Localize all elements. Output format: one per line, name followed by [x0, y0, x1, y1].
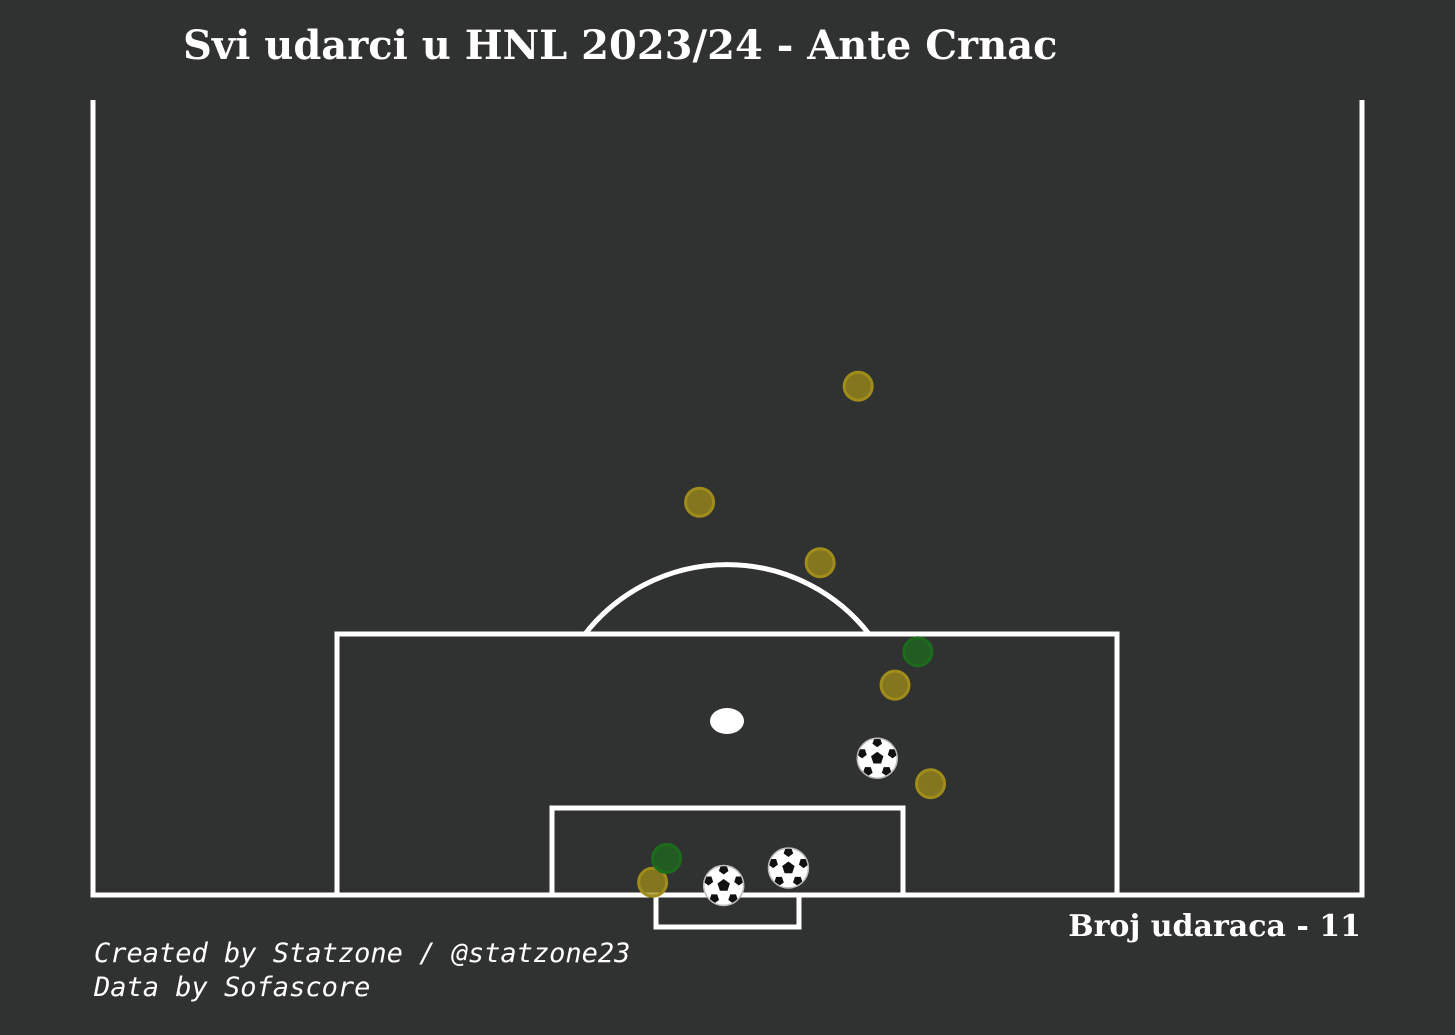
chart-title: Svi udarci u HNL 2023/24 - Ante Crnac — [183, 22, 1058, 69]
penalty-box — [334, 631, 1120, 898]
shot-markers — [637, 370, 947, 907]
shot-off-target-marker — [804, 547, 836, 579]
soccer-ball-icon — [767, 847, 810, 889]
shot-off-target-marker — [684, 486, 716, 518]
soccer-ball-icon — [856, 737, 898, 780]
shot-count-label: Broj udaraca - 11 — [1068, 909, 1361, 944]
shot-on-target-marker — [902, 636, 934, 668]
shot-off-target-marker — [842, 370, 874, 402]
data-source-line: Data by Sofascore — [94, 972, 371, 1003]
shot-on-target-marker — [651, 842, 683, 874]
shot-off-target-marker — [879, 669, 911, 701]
penalty-arc — [583, 562, 871, 636]
penalty-spot — [710, 708, 744, 734]
soccer-ball-icon — [702, 864, 745, 907]
credit-line: Created by Statzone / @statzone23 — [94, 938, 631, 969]
shot-off-target-marker — [915, 768, 947, 800]
pitch-outline — [90, 100, 1365, 898]
shot-off-target-marker — [637, 866, 669, 898]
pitch-markings — [90, 100, 1365, 930]
